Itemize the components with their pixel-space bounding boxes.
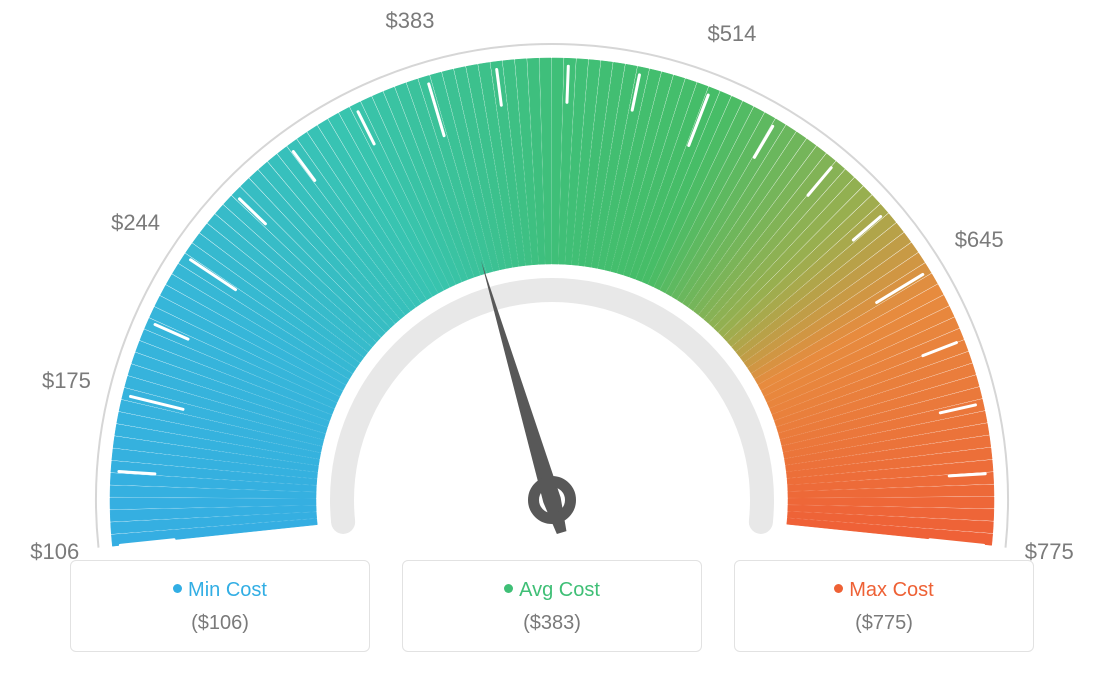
legend-title: Max Cost [735,579,1033,602]
legend-card-max: Max Cost ($775) [734,560,1034,652]
legend-title: Min Cost [71,579,369,602]
legend-card-avg: Avg Cost ($383) [402,560,702,652]
gauge-tick-label: $514 [707,21,756,47]
gauge-svg [0,0,1104,560]
gauge-chart: $106$175$244$383$514$645$775 [0,0,1104,560]
legend-value: ($775) [735,612,1033,635]
dot-icon [173,584,182,593]
legend-value: ($383) [403,612,701,635]
gauge-tick-label: $645 [955,227,1004,253]
legend-title-text: Max Cost [849,579,933,601]
legend-title: Avg Cost [403,579,701,602]
gauge-tick-label: $106 [30,539,79,565]
dot-icon [834,584,843,593]
gauge-tick-label: $175 [42,368,91,394]
legend-value: ($106) [71,612,369,635]
gauge-tick-label: $244 [111,210,160,236]
legend-row: Min Cost ($106) Avg Cost ($383) Max Cost ($77… [0,560,1104,652]
gauge-tick-label: $383 [385,8,434,34]
legend-title-text: Min Cost [188,579,267,601]
gauge-tick-label: $775 [1025,539,1074,565]
legend-title-text: Avg Cost [519,579,600,601]
legend-card-min: Min Cost ($106) [70,560,370,652]
dot-icon [504,584,513,593]
